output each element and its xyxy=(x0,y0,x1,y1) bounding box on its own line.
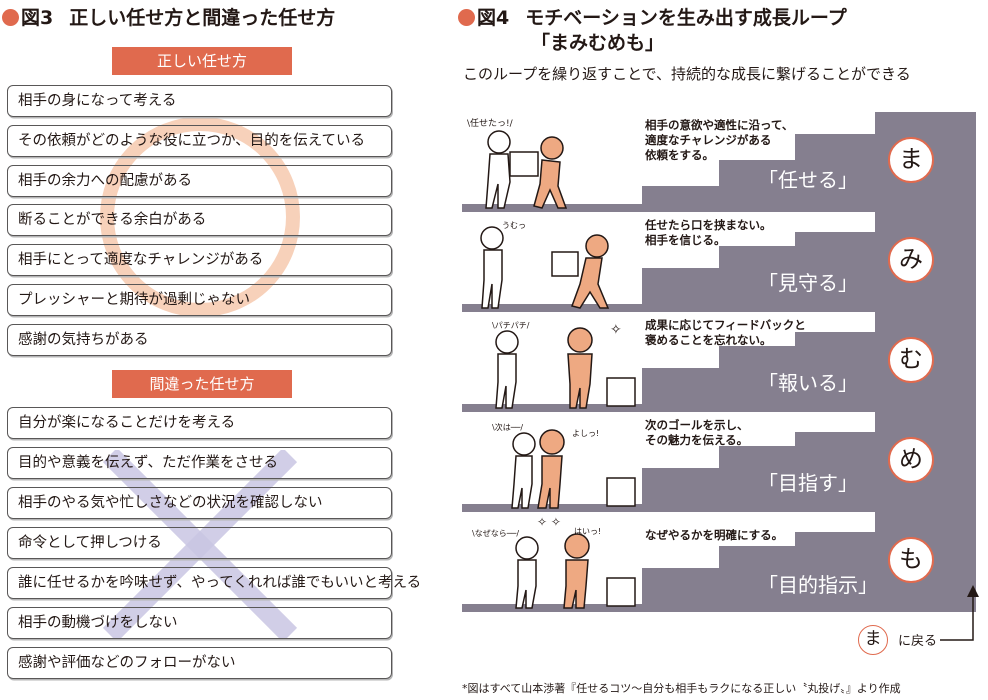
bullet-dot-icon xyxy=(458,9,475,26)
step-row-mi: うむっ 任せたら口を挟まない。 相手を信じる。 「見守る」 み xyxy=(462,212,976,312)
svg-text:\パチパチ/: \パチパチ/ xyxy=(492,321,530,330)
step-label: 「見守る」 xyxy=(758,271,858,295)
list-item: その依頼がどのような役に立つか、目的を伝えている xyxy=(7,125,392,157)
svg-text:\次は──/: \次は──/ xyxy=(492,422,523,432)
step-badge-mu: む xyxy=(888,337,934,383)
list-item: 目的や意義を伝えず、ただ作業をさせる xyxy=(7,447,392,479)
svg-text:\なぜなら──/: \なぜなら──/ xyxy=(472,529,519,538)
svg-text:✧: ✧ xyxy=(610,322,622,338)
svg-text:うむっ: うむっ xyxy=(502,221,526,230)
step-label: 「目指す」 xyxy=(758,471,858,495)
figure3-title: 図3 正しい任せ方と間違った任せ方 xyxy=(2,6,335,30)
step-row-mu: \パチパチ/ ✧ 成果に応じてフィードバックと 褒めることを忘れない。 「報いる… xyxy=(462,312,976,412)
step-row-me: \次は──/ よしっ! 次のゴールを示し、 その魅力を伝える。 「目指す」 め xyxy=(462,412,976,512)
step-description: 次のゴールを示し、 その魅力を伝える。 xyxy=(645,418,749,447)
return-arrow-icon xyxy=(940,585,979,641)
step-badge-ma: ま xyxy=(888,137,934,183)
stairs-icon xyxy=(462,412,976,512)
figure4-title-line2: 「まみむめも」 xyxy=(531,32,665,54)
svg-text:よしっ!: よしっ! xyxy=(572,429,599,438)
bullet-dot-icon xyxy=(2,9,19,26)
watching-people-illustration: うむっ xyxy=(480,221,610,309)
list-item: 自分が楽になることだけを考える xyxy=(7,407,392,439)
list-item: 相手の動機づけをしない xyxy=(7,607,392,639)
source-footnote: *図はすべて山本渉著『任せるコツ〜自分も相手もラクになる正しい〝丸投げ〟』より作… xyxy=(462,682,901,695)
step-badge-mo: も xyxy=(888,537,934,583)
step-description: なぜやるかを明確にする。 xyxy=(645,528,784,542)
list-item: プレッシャーと期待が過剰じゃない xyxy=(7,284,392,316)
svg-text:はいっ!: はいっ! xyxy=(574,527,601,536)
step-badge-me: め xyxy=(888,437,934,483)
list-item: 相手にとって適度なチャレンジがある xyxy=(7,244,392,276)
return-badge-ma: ま xyxy=(858,625,888,655)
stairs-icon xyxy=(462,312,976,412)
list-item: 相手の身になって考える xyxy=(7,85,392,117)
stairs-icon xyxy=(462,512,976,612)
list-item: 誰に任せるかを吟味せず、やってくれれば誰でもいいと考える xyxy=(7,567,421,599)
explaining-purpose-people-illustration: \なぜなら──/ ✧ ✧ はいっ! xyxy=(472,515,636,609)
list-item: 感謝や評価などのフォローがない xyxy=(7,647,392,679)
step-description: 相手の意欲や適性に沿って、 適度なチャレンジがある 依頼をする。 xyxy=(645,118,794,162)
step-badge-mi: み xyxy=(888,237,934,283)
stairs-icon xyxy=(462,212,976,312)
wrong-section-label: 間違った任せ方 xyxy=(112,370,292,398)
step-label: 「目的指示」 xyxy=(758,573,878,597)
list-item: 断ることができる余白がある xyxy=(7,204,392,236)
step-description: 任せたら口を挟まない。 相手を信じる。 xyxy=(645,218,772,247)
figure4-title: 図4 モチベーションを生み出す成長ループ xyxy=(458,6,847,30)
step-label: 「任せる」 xyxy=(758,168,858,192)
figure4-subtitle: このループを繰り返すことで、持続的な成長に繋げることができる xyxy=(463,65,911,83)
list-item: 感謝の気持ちがある xyxy=(7,324,392,356)
step-row-ma: \任せたっ!/ 相手の意欲や適性に沿って、 適度なチャレンジがある 依頼をする。… xyxy=(462,112,976,212)
goal-setting-people-illustration: \次は──/ よしっ! xyxy=(492,422,636,509)
correct-section-label: 正しい任せ方 xyxy=(112,47,292,75)
list-item: 相手のやる気や忙しさなどの状況を確認しない xyxy=(7,487,392,519)
step-row-mo: \なぜなら──/ ✧ ✧ はいっ! なぜやるかを明確にする。 「目的指示」 も xyxy=(462,512,976,612)
step-label: 「報いる」 xyxy=(758,371,858,395)
svg-text:✧ ✧: ✧ ✧ xyxy=(537,515,561,529)
cross-mark-icon xyxy=(102,450,298,640)
svg-text:\任せたっ!/: \任せたっ!/ xyxy=(467,117,514,129)
list-item: 命令として押しつける xyxy=(7,527,392,559)
step-description: 成果に応じてフィードバックと 褒めることを忘れない。 xyxy=(645,318,806,347)
list-item: 相手の余力への配慮がある xyxy=(7,165,392,197)
return-label: に戻る xyxy=(898,634,938,649)
applauding-people-illustration: \パチパチ/ ✧ xyxy=(492,321,636,409)
delegating-people-illustration: \任せたっ!/ xyxy=(467,117,568,209)
stairs-icon xyxy=(462,112,976,212)
